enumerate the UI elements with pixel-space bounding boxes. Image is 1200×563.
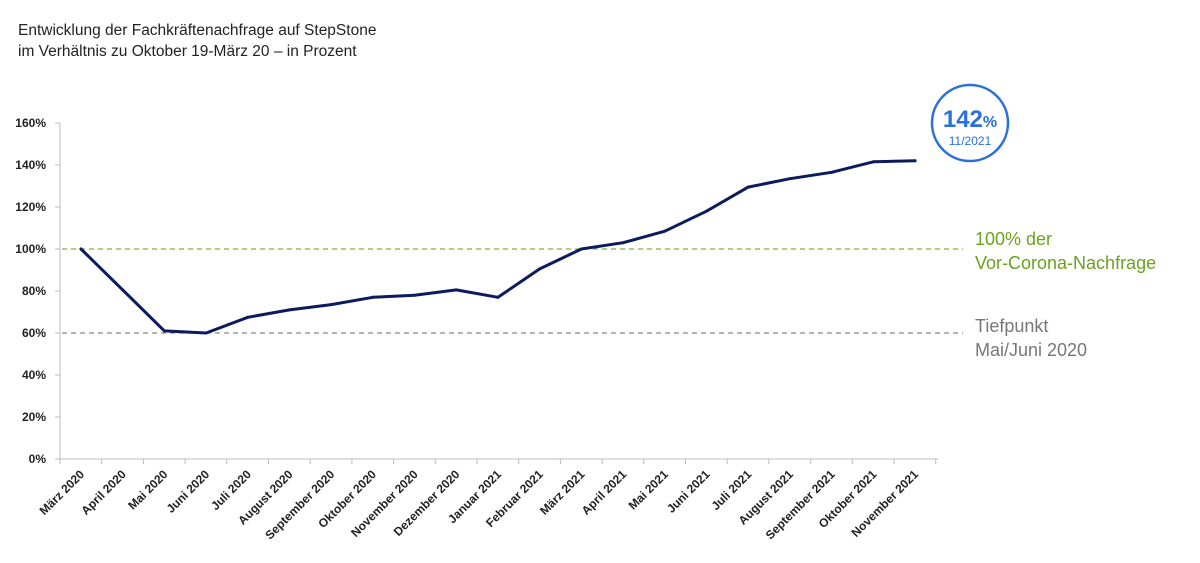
y-tick-label: 20%: [22, 410, 46, 424]
data-point: [371, 295, 375, 299]
badge-circle: [930, 83, 1010, 163]
x-tick-label: Juni 2021: [664, 467, 713, 516]
y-tick-label: 40%: [22, 368, 46, 382]
reference-line-60-label: Tiefpunkt: [975, 316, 1048, 336]
reference-line-100-label: Vor-Corona-Nachfrage: [975, 253, 1156, 273]
data-point: [329, 303, 333, 307]
y-tick-label: 140%: [15, 158, 46, 172]
badge-date: 11/2021: [949, 134, 992, 148]
reference-line-100-label: 100% der: [975, 229, 1052, 249]
data-point: [454, 288, 458, 292]
data-point: [579, 247, 583, 251]
data-point: [705, 209, 708, 213]
highlight-badge: 142%11/2021: [930, 83, 1010, 163]
data-point: [79, 247, 83, 251]
data-point: [121, 288, 125, 292]
data-point: [871, 160, 875, 164]
data-point: [830, 170, 834, 174]
chart-title: Entwicklung der Fachkräftenachfrage auf …: [18, 20, 376, 62]
series-line: [79, 159, 917, 335]
data-point: [913, 159, 917, 163]
chart-title-line-1: Entwicklung der Fachkräftenachfrage auf …: [18, 22, 377, 39]
x-tick-label: April 2020: [78, 467, 129, 518]
y-tick-label: 160%: [15, 116, 46, 130]
data-point: [538, 267, 542, 271]
data-point: [204, 331, 208, 335]
reference-line-60-label: Mai/Juni 2020: [975, 340, 1087, 360]
y-tick-label: 80%: [22, 284, 46, 298]
data-point: [288, 308, 291, 312]
data-point: [496, 295, 500, 299]
reference-lines: 100% der Vor-Corona-Nachfrage Tiefpunkt Mai…: [62, 229, 1156, 360]
data-point: [413, 293, 417, 297]
chart-title-line-2: im Verhältnis zu Oktober 19-März 20 – in…: [18, 43, 357, 60]
x-tick-label: Juni 2020: [164, 467, 213, 516]
x-tick-label: April 2021: [579, 467, 630, 518]
y-tick-label: 100%: [15, 242, 46, 256]
data-point: [746, 185, 750, 189]
data-point: [621, 241, 625, 245]
data-point: [162, 329, 166, 333]
data-point: [663, 229, 667, 233]
series-layer: [79, 159, 917, 335]
data-point: [788, 177, 792, 181]
y-tick-label: 60%: [22, 326, 46, 340]
y-tick-label: 0%: [29, 452, 47, 466]
y-tick-label: 120%: [15, 200, 46, 214]
data-point: [246, 315, 250, 319]
y-axis: 0% 20% 40% 60% 80% 100% 120% 140% 160%: [15, 116, 61, 466]
badge-value: 142%: [943, 106, 997, 133]
